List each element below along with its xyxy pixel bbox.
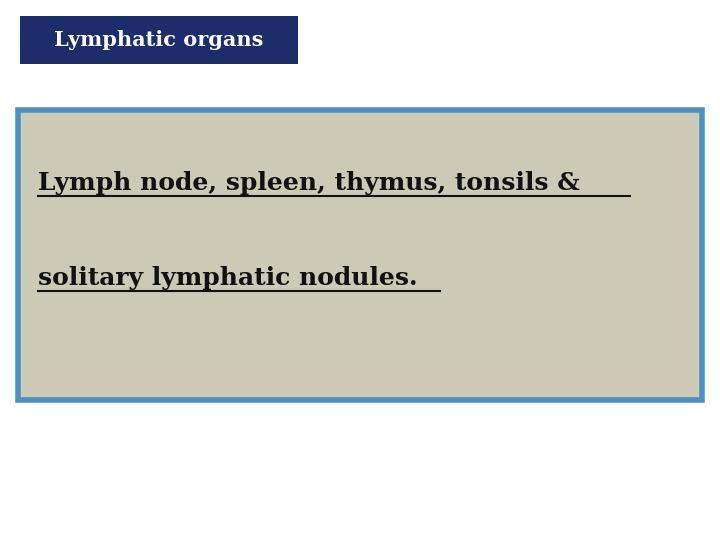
Text: Lymphatic organs: Lymphatic organs bbox=[54, 30, 264, 50]
Text: solitary lymphatic nodules.: solitary lymphatic nodules. bbox=[38, 266, 418, 290]
Text: Lymph node, spleen, thymus, tonsils &: Lymph node, spleen, thymus, tonsils & bbox=[38, 171, 580, 195]
FancyBboxPatch shape bbox=[18, 110, 702, 400]
FancyBboxPatch shape bbox=[20, 16, 298, 64]
